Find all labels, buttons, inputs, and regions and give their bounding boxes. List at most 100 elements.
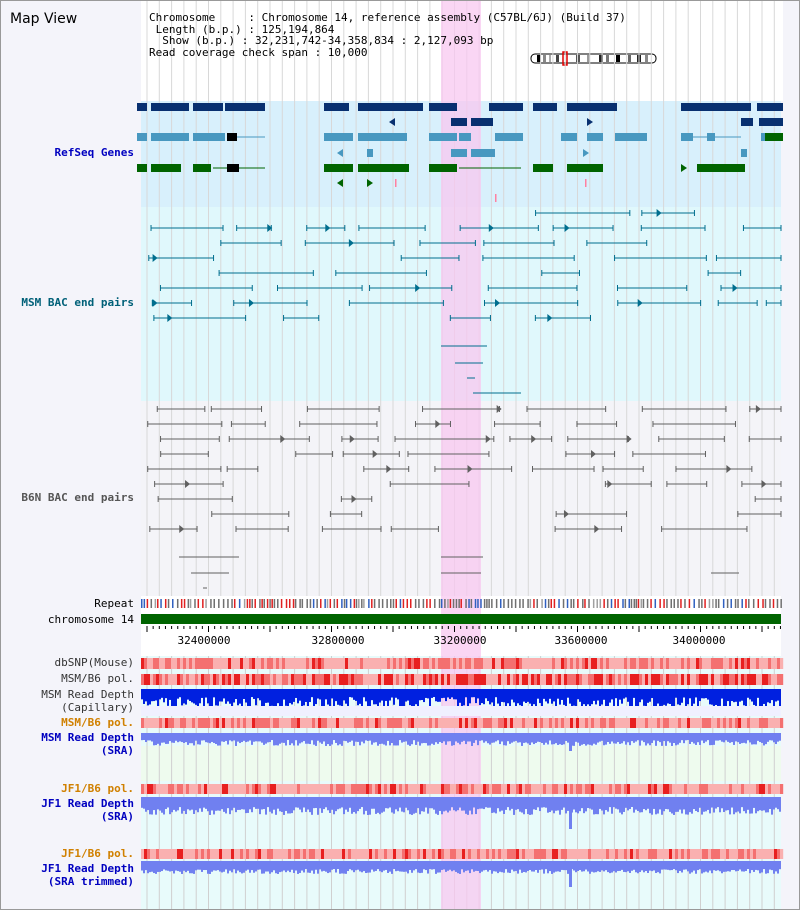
msm-b6-pol-sra-heat-cell	[438, 718, 442, 728]
msm-depth-capillary-bar	[445, 689, 447, 702]
msm-depth-sra-bar	[437, 733, 439, 744]
jf1-depth-trim-bar	[711, 861, 713, 874]
msm-b6-pol-heat-cell	[516, 674, 520, 685]
msm-depth-capillary-bar	[659, 689, 661, 707]
gene-exon	[615, 133, 647, 141]
jf1-depth-sra-bar	[439, 797, 441, 811]
msm-b6-pol-sra-heat-cell	[636, 718, 640, 728]
msm-depth-sra-bar	[455, 733, 457, 742]
repeat-element	[762, 599, 764, 608]
msm-depth-capillary-bar	[623, 689, 625, 699]
jf1-depth-trim-bar	[533, 861, 535, 872]
msm-b6-pol-heat-cell	[639, 674, 643, 685]
msm-depth-capillary-bar	[413, 689, 415, 707]
jf1-depth-sra-bar	[185, 797, 187, 815]
jf1-depth-trim-bar	[743, 861, 745, 872]
msm-depth-capillary-bar	[189, 689, 191, 701]
repeat-element	[231, 599, 233, 608]
jf1-b6-pol-heat-cell	[429, 784, 433, 794]
jf1-depth-sra-bar	[497, 797, 499, 809]
dbsnp-heat-cell	[312, 658, 316, 669]
jf1-depth-sra-bar	[255, 797, 257, 809]
jf1-depth-trim-bar	[213, 861, 215, 871]
jf1-b6-pol-heat-cell	[552, 784, 556, 794]
msm-depth-sra-bar	[179, 733, 181, 742]
jf1-b6-pol-trim-heat-cell	[300, 849, 304, 859]
msm-depth-capillary-bar	[223, 689, 225, 699]
dbsnp-heat-cell	[636, 658, 640, 669]
jf1-b6-pol-heat-cell	[336, 784, 340, 794]
jf1-depth-trim-bar	[483, 861, 485, 871]
msm-b6-pol-sra-heat-cell	[258, 718, 262, 728]
jf1-depth-sra-bar	[769, 797, 771, 809]
jf1-depth-trim-bar	[141, 861, 143, 871]
msm-b6-pol-heat-cell	[753, 674, 757, 685]
msm-depth-sra-bar	[345, 733, 347, 742]
jf1-b6-pol-heat-cell	[432, 784, 436, 794]
b6n-bac-pair-arrow	[594, 525, 600, 533]
jf1-b6-pol-trim-heat-cell	[366, 849, 370, 859]
msm-depth-capillary-bar	[751, 689, 753, 702]
msm-depth-sra-bar	[283, 733, 285, 743]
msm-depth-capillary-bar	[597, 689, 599, 701]
jf1-depth-trim-bar	[575, 861, 577, 873]
dbsnp-heat-cell	[579, 658, 583, 669]
msm-b6-pol-heat-cell	[552, 674, 556, 685]
jf1-b6-pol-trim-heat-cell	[774, 849, 778, 859]
jf1-b6-pol-trim-heat-cell	[456, 849, 460, 859]
jf1-depth-trim-bar	[599, 861, 601, 872]
jf1-b6-pol-heat-cell	[450, 784, 454, 794]
msm-b6-pol-heat-cell	[303, 674, 307, 685]
msm-b6-pol-heat-cell	[726, 674, 730, 685]
msm-depth-sra-bar	[563, 733, 565, 745]
jf1-depth-trim-bar-spike	[569, 861, 572, 887]
msm-b6-pol-heat-cell	[621, 674, 625, 685]
msm-depth-capillary-bar	[409, 689, 411, 706]
msm-b6-pol-sra-heat-cell	[228, 718, 232, 728]
jf1-b6-pol-trim-heat-cell	[192, 849, 196, 859]
jf1-b6-pol-trim-heat-cell	[156, 849, 160, 859]
jf1-b6-pol-heat-cell	[513, 784, 517, 794]
jf1-b6-pol-label: JF1/B6 pol.	[61, 782, 134, 795]
msm-b6-pol-sra-heat-cell	[591, 718, 595, 728]
jf1-depth-trim-bar	[723, 861, 725, 872]
msm-b6-pol-heat-cell	[741, 674, 745, 685]
msm-depth-sra-bar	[335, 733, 337, 743]
jf1-depth-sra-bar	[579, 797, 581, 812]
jf1-b6-pol-heat-cell	[240, 784, 244, 794]
msm-depth-capillary-bar	[507, 689, 509, 704]
msm-b6-pol-sra-heat-cell	[381, 718, 385, 728]
msm-depth-sra-bar	[341, 733, 343, 746]
dbsnp-heat-cell	[762, 658, 766, 669]
jf1-b6-pol-trim-heat-cell	[459, 849, 463, 859]
msm-depth-capillary-bar	[449, 689, 451, 699]
jf1-depth-trim-bar	[727, 861, 729, 872]
jf1-b6-pol-heat-cell	[492, 784, 496, 794]
jf1-depth-trim-bar	[611, 861, 613, 873]
jf1-depth-trim-bar	[241, 861, 243, 874]
jf1-depth-trim-bar	[297, 861, 299, 874]
jf1-depth-trim-bar	[757, 861, 759, 871]
msm-depth-capillary-bar	[277, 689, 279, 704]
jf1-depth-sra-bar	[675, 797, 677, 812]
dbsnp-heat-cell	[330, 658, 334, 669]
msm-b6-pol-sra-heat-cell	[459, 718, 463, 728]
msm-depth-capillary-bar	[155, 689, 157, 701]
jf1-depth-sra-bar	[377, 797, 379, 813]
msm-depth-capillary-bar	[181, 689, 183, 706]
dbsnp-heat-cell	[702, 658, 706, 669]
msm-depth-capillary-bar	[735, 689, 737, 702]
jf1-depth-trim-bar	[425, 861, 427, 871]
msm-b6-pol-heat-cell	[759, 674, 763, 685]
jf1-b6-pol-trim-heat-cell	[258, 849, 262, 859]
jf1-depth-sra-sub-label: (SRA)	[101, 810, 134, 823]
jf1-depth-sra-bar	[549, 797, 551, 813]
jf1-depth-trim-bar	[509, 861, 511, 873]
jf1-depth-sra-bar	[673, 797, 675, 815]
repeat-element	[222, 599, 225, 608]
jf1-depth-sra-bar	[627, 797, 629, 811]
jf1-b6-pol-heat-cell	[315, 784, 319, 794]
jf1-b6-pol-trim-heat-cell	[303, 849, 307, 859]
